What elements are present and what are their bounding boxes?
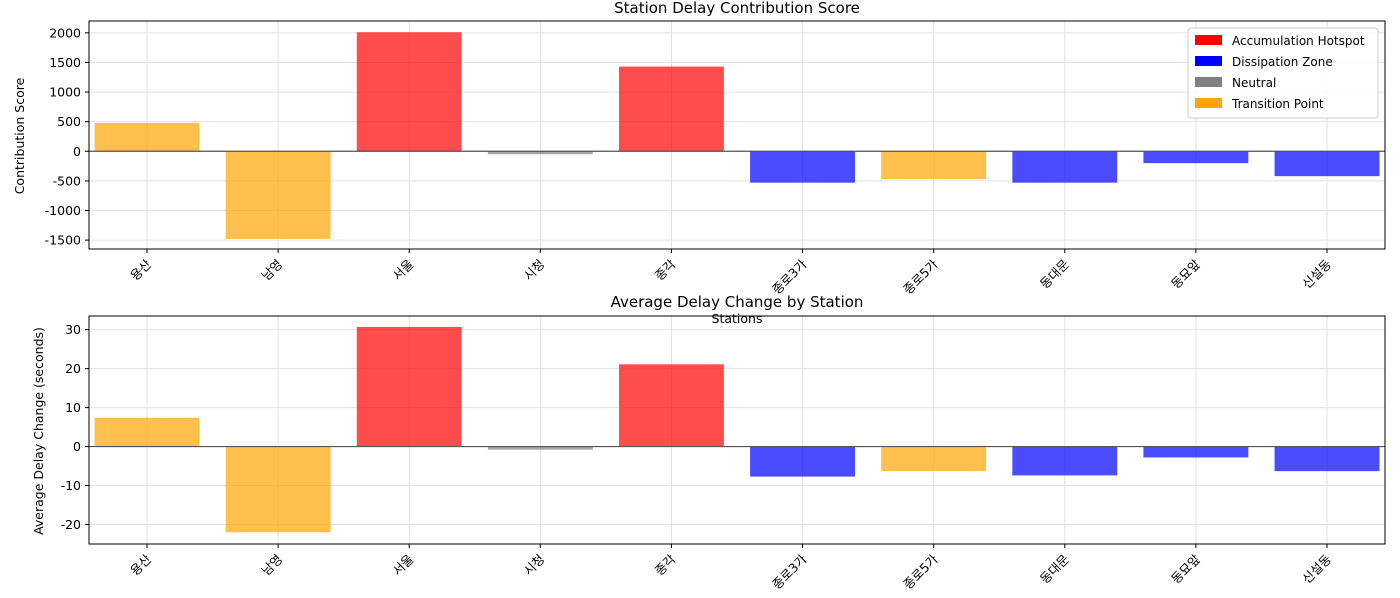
bar-1	[94, 122, 200, 152]
x-tick-label: 남영	[258, 257, 285, 284]
y-tick-label: 10	[65, 400, 81, 415]
bar-6	[750, 446, 855, 477]
x-tick-label: 동묘앞	[1168, 551, 1203, 586]
y-axis-label: Average Delay Change (seconds)	[31, 327, 46, 535]
bar-5	[619, 66, 724, 152]
plot-frame	[88, 315, 1386, 545]
x-tick-label: 종로5가	[900, 256, 941, 297]
y-tick-labels: -1500 -1000 -500 0 500 1000 1500 2000	[45, 25, 89, 248]
legend-swatch	[1195, 77, 1222, 87]
x-tick-label: 종로3가	[769, 551, 810, 592]
x-tick-labels: 용산 남영 서울 시청 종각 종로3가 종로5가 동대문 동묘앞 신설동	[127, 249, 1334, 297]
y-tick-label: 30	[65, 322, 81, 337]
bar-9	[1143, 151, 1249, 164]
legend-frame	[1187, 27, 1379, 119]
x-tick-label: 동대문	[1037, 552, 1072, 587]
y-tick-label: 1500	[49, 55, 81, 70]
chart-title: Station Delay Contribution Score	[614, 0, 860, 17]
x-tick-label: 신설동	[1299, 257, 1334, 292]
bar-3	[356, 32, 462, 152]
bars	[94, 326, 1380, 533]
x-tick-label: 서울	[389, 552, 416, 579]
y-tick-label: 2000	[49, 25, 81, 40]
bar-9	[1143, 446, 1249, 458]
bar-2	[225, 446, 331, 533]
x-tick-label: 종로3가	[769, 256, 810, 297]
x-tick-label: 종각	[652, 551, 679, 578]
x-tick-labels: 용산 남영 서울 시청 종각 종로3가 종로5가 동대문 동묘앞 신설동	[127, 544, 1334, 592]
x-tick-label: 시청	[521, 257, 548, 284]
y-tick-label: 0	[73, 439, 81, 454]
legend: Accumulation Hotspot Dissipation Zone Neut…	[1187, 27, 1379, 119]
x-tick-label: 동대문	[1037, 257, 1072, 292]
y-tick-label: 1000	[49, 85, 81, 100]
y-tick-label: -20	[61, 517, 81, 532]
legend-label: Dissipation Zone	[1232, 55, 1333, 69]
legend-label: Accumulation Hotspot	[1232, 34, 1365, 48]
y-tick-label: -10	[61, 478, 81, 493]
plot-frame	[88, 20, 1386, 250]
x-tick-label: 종로5가	[900, 551, 941, 592]
bar-10	[1274, 446, 1380, 472]
x-tick-label: 동묘앞	[1168, 256, 1203, 291]
bar-8	[1012, 151, 1118, 183]
y-tick-label: 20	[65, 361, 81, 376]
x-tick-label: 남영	[258, 552, 285, 579]
y-axis-label: Contribution Score	[12, 77, 27, 194]
bar-8	[1012, 446, 1118, 476]
x-tick-label: 서울	[389, 257, 416, 284]
y-tick-label: -500	[53, 173, 81, 188]
bar-7	[881, 446, 987, 472]
bar-1	[94, 417, 200, 447]
x-tick-label: 시청	[521, 552, 548, 579]
bar-6	[750, 151, 855, 183]
y-tick-label: 500	[57, 114, 81, 129]
average-delay-change-chart: -20 -10 0 10 20 30 용산 남영 서울 시청 종각 종로3가 종로5가 동대문 동묘앞 신설…	[31, 293, 1386, 592]
bar-4	[487, 151, 593, 155]
legend-label: Transition Point	[1231, 97, 1324, 111]
x-axis-label: Stations	[712, 311, 763, 326]
x-tick-label: 종각	[652, 256, 679, 283]
y-tick-labels: -20 -10 0 10 20 30	[61, 322, 89, 532]
bar-7	[881, 151, 987, 180]
bar-3	[356, 326, 462, 447]
x-tick-label: 신설동	[1299, 552, 1334, 587]
y-tick-label: 0	[73, 144, 81, 159]
y-tick-label: -1000	[45, 203, 81, 218]
bar-5	[619, 364, 724, 447]
x-tick-label: 용산	[127, 256, 154, 283]
bar-2	[225, 151, 331, 239]
contribution-score-chart: Station Delay Contribution Score -1500-1…	[12, 0, 1386, 326]
bar-4	[487, 446, 593, 450]
bars	[94, 32, 1380, 239]
y-tick-label: -1500	[45, 233, 81, 248]
chart-title: Average Delay Change by Station	[611, 293, 864, 311]
x-tick-label: 용산	[127, 551, 154, 578]
bar-10	[1274, 151, 1380, 177]
legend-swatch	[1195, 35, 1222, 45]
legend-swatch	[1195, 56, 1222, 66]
legend-label: Neutral	[1232, 76, 1276, 90]
legend-swatch	[1195, 98, 1222, 108]
